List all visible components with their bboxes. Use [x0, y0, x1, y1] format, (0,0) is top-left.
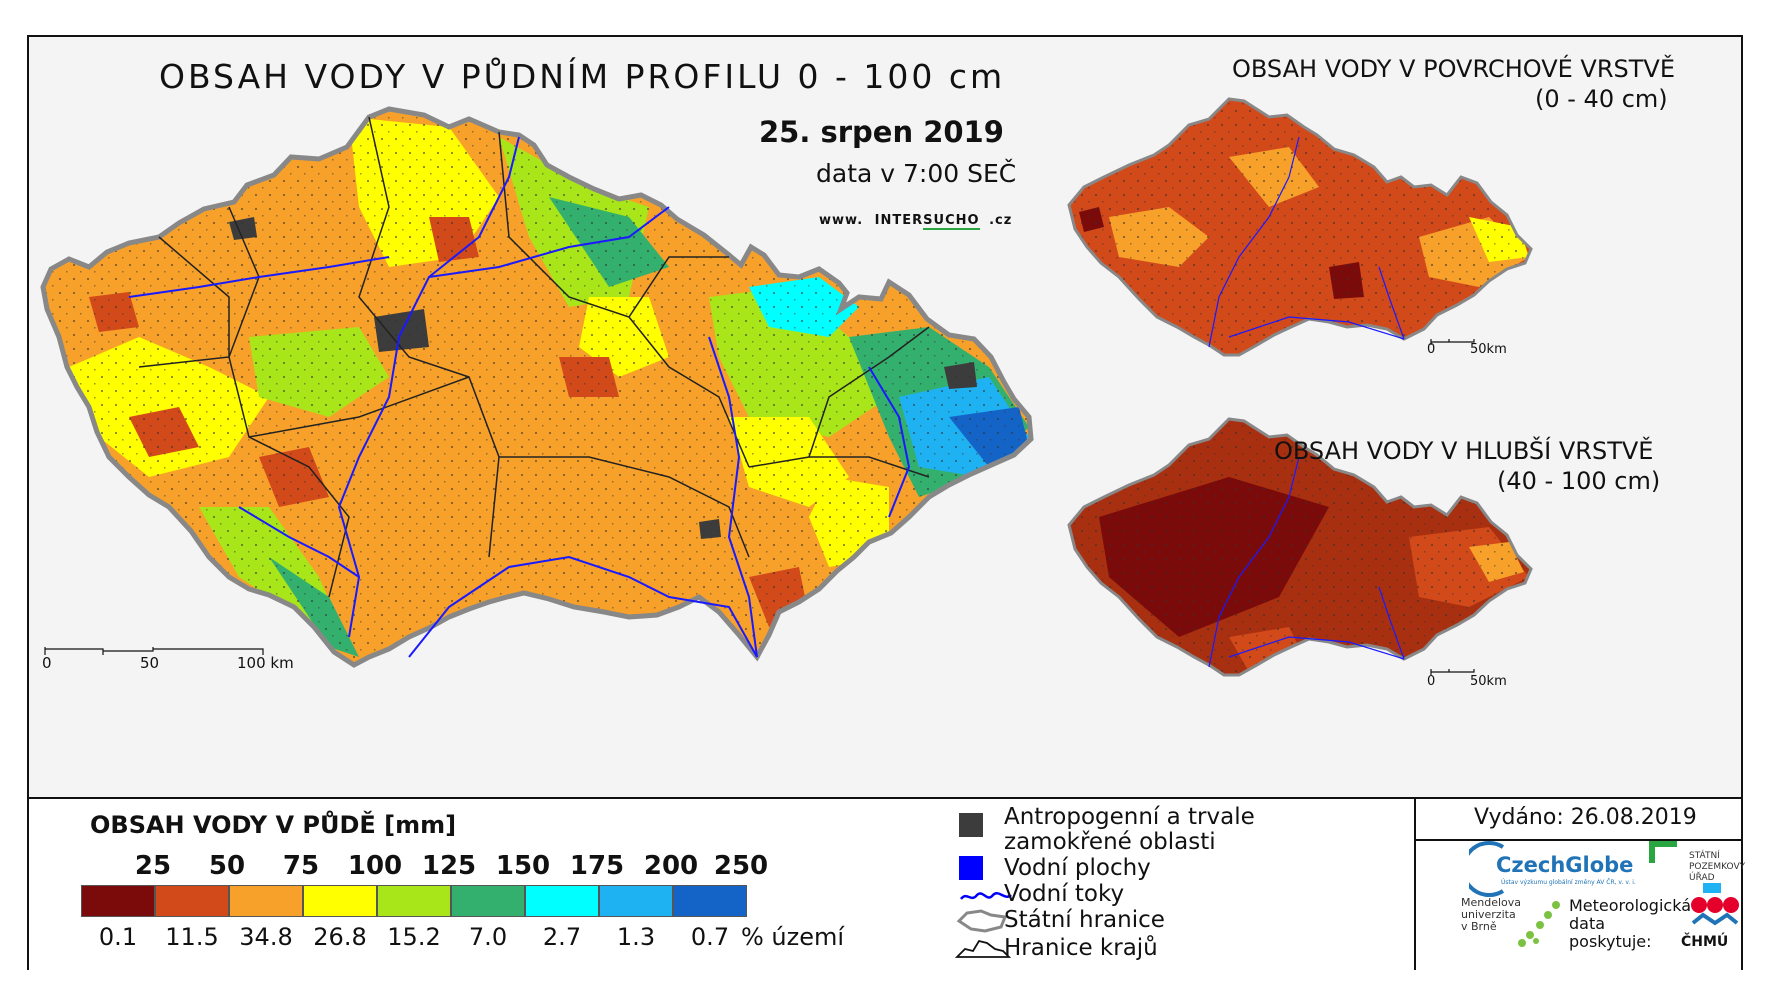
inset1-scale-0: 0 [1427, 342, 1436, 357]
anthropogenic-label-2: zamokřené oblasti [1004, 829, 1216, 855]
percent-label: 26.8 [313, 923, 367, 951]
percent-label: 0.7 [690, 923, 730, 951]
deep-layer-range: (40 - 100 cm) [1497, 467, 1661, 495]
percent-unit: % území [741, 923, 845, 951]
surface-layer-range: (0 - 40 cm) [1535, 85, 1668, 113]
map-stage: 0 50 100 km 0 50km 0 50km OBSAH VODY V P… [29, 37, 1745, 797]
inset2-scale-50km: 50km [1470, 674, 1507, 689]
spu-logo-text: STÁTNÍ POZEMKOVÝ ÚŘAD [1689, 851, 1745, 884]
legend-swatch [451, 885, 525, 917]
mendel-line-2: univerzita [1461, 908, 1516, 921]
region-border-icon [955, 939, 1011, 958]
deep-layer-title: OBSAH VODY V HLUBŠÍ VRSTVĚ [1274, 437, 1654, 465]
threshold-label: 250 [713, 851, 769, 881]
river-lines [128, 136, 911, 658]
legend-swatch [303, 885, 377, 917]
legend-swatch [599, 885, 673, 917]
main-scale-bar [44, 647, 264, 655]
deep-layer-map [1067, 417, 1533, 677]
czechglobe-logo-text: CzechGlobe [1496, 853, 1634, 877]
spu-line-2: POZEMKOVÝ [1689, 862, 1746, 872]
website-name-b: SUCHO [923, 213, 980, 230]
spu-line-3: ÚŘAD [1689, 873, 1715, 883]
legend-swatch [155, 885, 229, 917]
mendel-line-3: v Brně [1461, 920, 1497, 933]
czechglobe-logo-icon [1469, 841, 1505, 897]
legend-area: OBSAH VODY V PŮDĚ [mm] 25 50 75 100 125 … [29, 797, 1745, 970]
chmu-logo-text: ČHMÚ [1681, 934, 1729, 950]
threshold-label: 50 [208, 851, 246, 881]
spu-logo-icon [1649, 841, 1677, 863]
issued-date: Vydáno: 26.08.2019 [1474, 805, 1697, 830]
anthropogenic-area-icon [959, 813, 983, 837]
chmu-logo-icon [1691, 883, 1739, 926]
mendel-logo-text: Mendelova univerzita v Brně [1461, 897, 1521, 933]
river-icon [960, 892, 1012, 900]
meteo-line-2: data [1569, 914, 1606, 933]
website-prefix: www. [819, 213, 864, 228]
percent-label: 15.2 [387, 923, 441, 951]
czechglobe-subtitle: Ústav výzkumu globální změny AV ČR, v. v… [1501, 879, 1636, 886]
issued-box [1414, 799, 1743, 841]
threshold-label: 175 [569, 851, 625, 881]
state-border-icon [956, 909, 1008, 933]
percent-label: 34.8 [239, 923, 293, 951]
logos-box [1414, 839, 1743, 970]
percent-label: 1.3 [616, 923, 656, 951]
threshold-label: 25 [134, 851, 172, 881]
state-border-label: Státní hranice [1004, 907, 1165, 933]
scale-label-0: 0 [42, 654, 52, 672]
percent-label: 11.5 [165, 923, 219, 951]
website-name-a: INTER [874, 213, 924, 228]
anthropogenic-label-1: Antropogenní a trvale [1004, 804, 1255, 830]
main-map-title: OBSAH VODY V PŮDNÍM PROFILU 0 - 100 cm [159, 57, 1006, 96]
inset1-scale-50km: 50km [1470, 342, 1507, 357]
inset2-scale-0: 0 [1427, 674, 1436, 689]
mendel-logo-icon [1518, 901, 1560, 947]
website-suffix: .cz [989, 213, 1013, 228]
legend-swatch [525, 885, 599, 917]
percent-label: 7.0 [468, 923, 508, 951]
scale-label-50: 50 [140, 654, 160, 672]
website-link[interactable]: www. INTERSUCHO .cz [819, 213, 1013, 230]
legend-swatch [81, 885, 155, 917]
surface-layer-map [1067, 97, 1533, 357]
legend-title: OBSAH VODY V PŮDĚ [mm] [90, 811, 457, 839]
legend-swatch [229, 885, 303, 917]
mendel-line-1: Mendelova [1461, 896, 1522, 909]
map-frame: 0 50 100 km 0 50km 0 50km OBSAH VODY V P… [27, 35, 1745, 970]
meteo-line-1: Meteorologická [1569, 896, 1691, 915]
data-time-note: data v 7:00 SEČ [816, 159, 1017, 188]
state-border [40, 106, 1034, 668]
percent-label: 0.1 [98, 923, 138, 951]
legend-swatch [377, 885, 451, 917]
map-date: 25. srpen 2019 [759, 115, 1004, 149]
main-soil-moisture-map [40, 106, 1034, 668]
threshold-label: 200 [643, 851, 699, 881]
percent-label: 2.7 [542, 923, 582, 951]
surface-layer-title: OBSAH VODY V POVRCHOVÉ VRSTVĚ [1232, 55, 1675, 83]
meteo-provider-text: Meteorologická data poskytuje: [1569, 897, 1691, 951]
threshold-label: 150 [495, 851, 551, 881]
threshold-label: 125 [421, 851, 477, 881]
rivers-label: Vodní toky [1004, 881, 1125, 907]
region-border-label: Hranice krajů [1004, 935, 1158, 961]
water-body-icon [959, 856, 983, 880]
legend-swatch [673, 885, 747, 917]
threshold-label: 75 [282, 851, 320, 881]
water-bodies-label: Vodní plochy [1004, 855, 1151, 881]
spu-line-1: STÁTNÍ [1689, 851, 1720, 861]
meteo-line-3: poskytuje: [1569, 932, 1652, 951]
threshold-label: 100 [347, 851, 403, 881]
scale-label-100km: 100 km [237, 654, 294, 672]
